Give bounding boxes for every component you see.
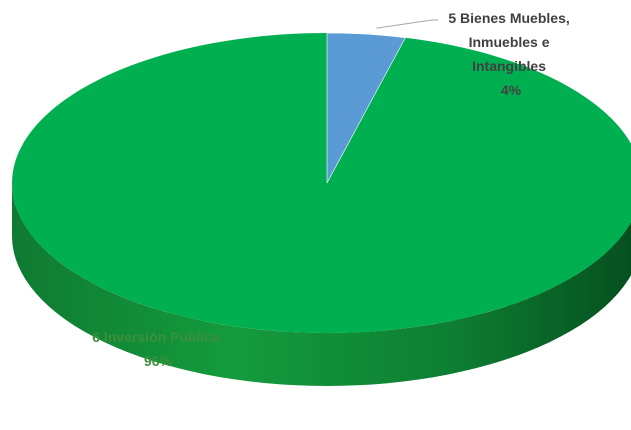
label-line: Intangibles xyxy=(472,58,546,74)
pie-slice-bienes-muebles xyxy=(326,32,406,184)
pie-slice-inversion-publica xyxy=(12,33,631,333)
label-percent: 96% xyxy=(144,353,173,369)
pie-side-wall xyxy=(12,183,631,386)
label-line: 6 Inversión Pública xyxy=(92,329,220,345)
label-percent: 4% xyxy=(501,82,522,98)
leader-line xyxy=(376,19,438,29)
data-label-bienes-muebles: 5 Bienes Muebles, Inmuebles e Intangible… xyxy=(448,10,573,98)
data-label-inversion-publica: 6 Inversión Pública 96% xyxy=(92,329,224,369)
label-line: Inmuebles e xyxy=(469,34,550,50)
label-line: 5 Bienes Muebles, xyxy=(448,10,569,26)
